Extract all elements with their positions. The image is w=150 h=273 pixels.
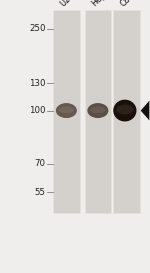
- Polygon shape: [141, 101, 149, 120]
- Bar: [113, 10, 140, 213]
- Ellipse shape: [56, 103, 77, 118]
- Bar: [53, 10, 80, 213]
- Ellipse shape: [113, 100, 136, 121]
- Text: 250: 250: [29, 24, 46, 33]
- Ellipse shape: [58, 106, 74, 113]
- Bar: [85, 10, 111, 213]
- Ellipse shape: [87, 103, 108, 118]
- Ellipse shape: [116, 105, 134, 114]
- Text: 130: 130: [29, 79, 46, 88]
- Text: 70: 70: [35, 159, 46, 168]
- Text: HepG2: HepG2: [90, 0, 116, 8]
- Text: 100: 100: [29, 106, 46, 115]
- Ellipse shape: [90, 106, 106, 113]
- Text: C8: C8: [118, 0, 132, 8]
- Text: 55: 55: [35, 188, 46, 197]
- Text: U251: U251: [58, 0, 80, 8]
